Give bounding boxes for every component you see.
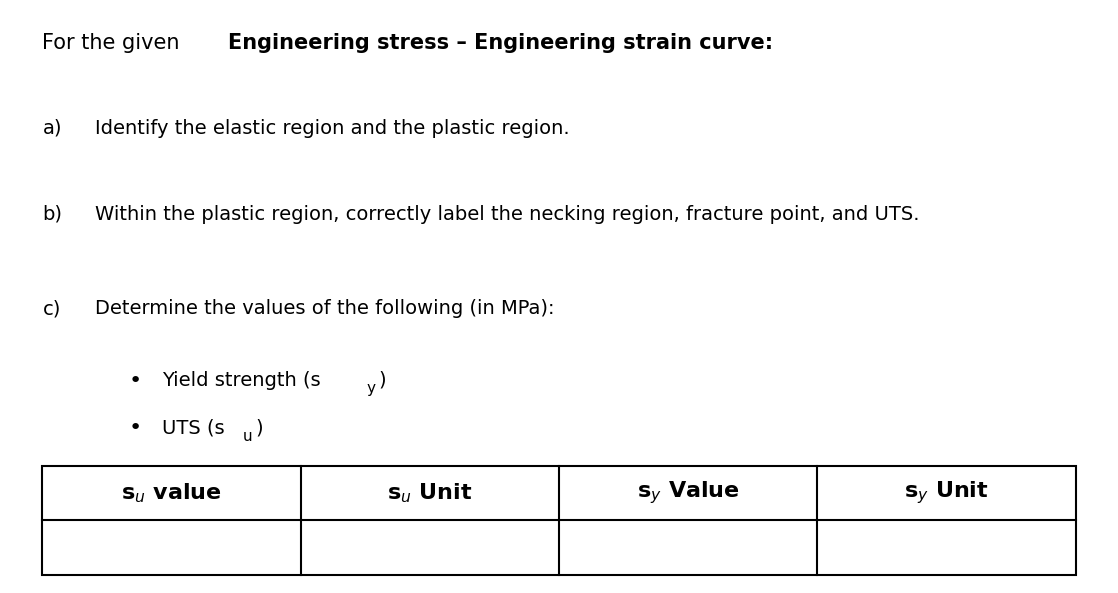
Text: UTS (s: UTS (s — [162, 418, 225, 437]
Text: s$_y$ Value: s$_y$ Value — [637, 480, 739, 506]
Text: b): b) — [42, 205, 63, 224]
Text: ): ) — [255, 418, 263, 437]
Text: For the given: For the given — [42, 33, 187, 53]
Text: Yield strength (s: Yield strength (s — [162, 371, 321, 390]
Text: Within the plastic region, correctly label the necking region, fracture point, a: Within the plastic region, correctly lab… — [95, 205, 919, 224]
Text: s$_u$ value: s$_u$ value — [121, 481, 222, 505]
Text: u: u — [243, 429, 253, 444]
Text: c): c) — [42, 299, 60, 318]
Text: a): a) — [42, 119, 61, 138]
Text: y: y — [367, 381, 376, 396]
Text: Engineering stress – Engineering strain curve:: Engineering stress – Engineering strain … — [228, 33, 774, 53]
Text: ): ) — [378, 371, 386, 390]
Text: Identify the elastic region and the plastic region.: Identify the elastic region and the plas… — [95, 119, 570, 138]
Text: s$_y$ Unit: s$_y$ Unit — [904, 480, 988, 506]
Text: Determine the values of the following (in MPa):: Determine the values of the following (i… — [95, 299, 555, 318]
Text: s$_u$ Unit: s$_u$ Unit — [387, 481, 473, 505]
Text: •: • — [129, 371, 142, 391]
Bar — [42, 466, 1076, 575]
Text: •: • — [129, 418, 142, 438]
